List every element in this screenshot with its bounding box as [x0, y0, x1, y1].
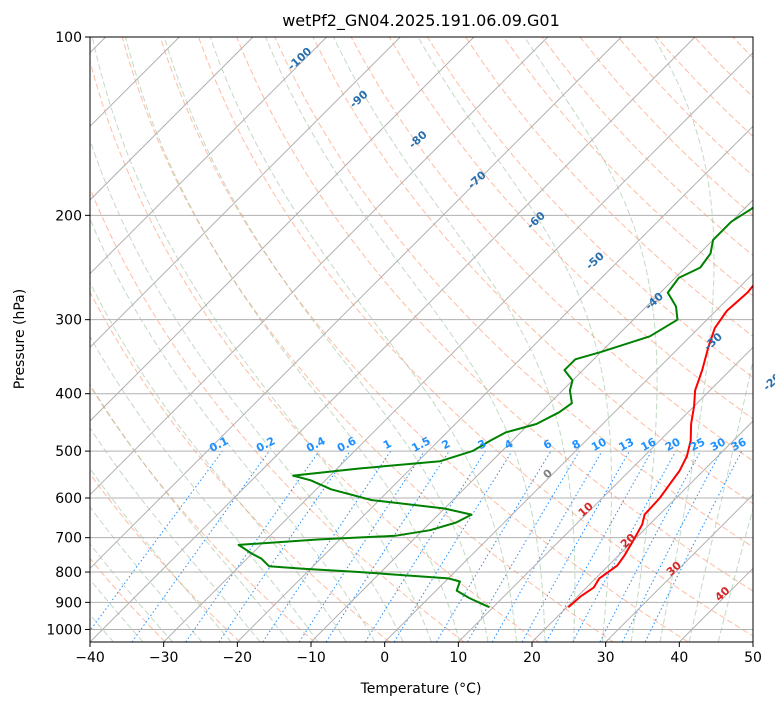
moist-adiabat-line: [91, 37, 432, 642]
moist-adiabat-line: [332, 37, 576, 642]
y-axis-label: Pressure (hPa): [12, 289, 28, 389]
moist-adiabat-line: [90, 335, 319, 642]
mixing-ratio-label: 20: [663, 435, 683, 454]
axes: −40 −30 −20 −10 0 10 20 30 40 50 100 200 300 400 500 60…: [46, 30, 762, 666]
series-line-temperature: [567, 284, 753, 608]
dry-adiabat-line: [90, 59, 540, 642]
mixing-ratio-line: [393, 450, 513, 642]
moist-adiabat-line: [90, 467, 232, 642]
moist-adiabat-line: [163, 37, 489, 642]
dry-adiabat-line: [274, 37, 753, 548]
moist-adiabat-line: [688, 358, 753, 642]
y-tick-label: 600: [55, 491, 82, 507]
x-tick-label: 10: [449, 650, 467, 666]
x-tick-label: 20: [523, 650, 541, 666]
dry-adiabat-line: [90, 557, 166, 642]
moist-adiabat-line: [90, 506, 203, 642]
mixing-ratio-label: 16: [639, 435, 659, 454]
y-tick-label: 800: [55, 565, 82, 581]
x-tick-label: 50: [744, 650, 762, 666]
dry-adiabat-line: [90, 291, 390, 642]
moist-adiabat-line: [125, 37, 461, 642]
x-tick-label: 40: [670, 650, 688, 666]
isotherm-gridline: [90, 37, 401, 349]
mixing-ratio-line: [298, 450, 425, 642]
mixing-ratio-line: [325, 450, 450, 642]
isotherm-gridline: [90, 37, 549, 496]
x-tick-label: −30: [149, 650, 179, 666]
isotherm-gridline: [90, 37, 254, 201]
moist-adiabat-line: [90, 542, 173, 642]
mixing-ratio-line: [545, 450, 653, 642]
dry-adiabat-line: [90, 472, 241, 642]
isotherm-gridline: [384, 272, 753, 642]
mixing-ratio-line: [131, 450, 270, 642]
mixing-ratio-label: 25: [688, 435, 708, 454]
plot-grid: [90, 37, 753, 642]
x-tick-label: −20: [223, 650, 253, 666]
mixing-ratio-line: [521, 450, 630, 642]
dry-adiabat-line: [90, 186, 465, 642]
mixing-ratio-line: [644, 450, 743, 642]
isotherm-gridline: [90, 37, 475, 422]
mixing-ratio-line: [185, 450, 320, 642]
mixing-ratio-label: 36: [729, 435, 749, 454]
x-tick-label: −10: [296, 650, 326, 666]
moist-adiabat-line: [90, 578, 144, 642]
dry-adiabat-line: [388, 37, 753, 420]
moist-adiabat-line: [653, 37, 715, 642]
isotherm-gridline: [90, 37, 328, 275]
mixing-ratio-label: 30: [708, 435, 728, 454]
moist-adiabat-line: [90, 281, 347, 642]
y-tick-label: 500: [55, 444, 82, 460]
y-tick-label: 100: [55, 30, 82, 46]
moist-adiabat-line: [265, 37, 546, 642]
x-tick-label: 30: [597, 650, 615, 666]
isotherm-gridline: [236, 125, 753, 642]
y-tick-label: 200: [55, 208, 82, 224]
moist-adiabat-line: [90, 427, 261, 642]
x-tick-label: 0: [380, 650, 389, 666]
isotherm-gridline: [163, 51, 753, 642]
isotherm-gridline: [90, 37, 696, 642]
moist-adiabat-line: [417, 37, 612, 642]
plot-frame: [89, 36, 754, 643]
mixing-ratio-label: 13: [617, 435, 637, 454]
mixing-ratio-label: 10: [589, 435, 609, 454]
isotherm-gridline: [457, 346, 753, 642]
dry-adiabat-line: [503, 37, 753, 297]
y-tick-label: 700: [55, 531, 82, 547]
isotherm-gridline: [90, 37, 622, 570]
plot-data: [237, 206, 753, 609]
moist-adiabat-line: [90, 217, 376, 642]
moist-adiabat-line: [524, 37, 658, 642]
mixing-ratio-line: [90, 450, 223, 632]
dry-adiabat-line: [90, 384, 316, 642]
moist-adiabat-line: [90, 383, 290, 642]
isotherm-gridline: [605, 493, 753, 642]
y-tick-label: 300: [55, 313, 82, 329]
isotherm-gridline: [310, 199, 753, 642]
dry-adiabat-line: [236, 37, 753, 592]
chart-title: wetPf2_GN04.2025.191.06.09.G01: [282, 11, 560, 31]
y-tick-label: 1000: [46, 622, 82, 638]
y-tick-label: 400: [55, 387, 82, 403]
moist-adiabat-line: [90, 138, 404, 642]
mixing-ratio-line: [572, 450, 677, 642]
series-line-dewpoint: [237, 206, 753, 609]
y-tick-label: 900: [55, 595, 82, 611]
x-tick-label: −40: [75, 650, 105, 666]
dry-adiabat-line: [350, 37, 753, 462]
mixing-ratio-line: [262, 450, 392, 642]
dry-adiabat-line: [312, 37, 753, 505]
moist-adiabat-line: [209, 37, 517, 642]
mixing-ratio-line: [218, 450, 351, 642]
x-axis-label: Temperature (°C): [360, 681, 482, 697]
dry-adiabat-line: [465, 37, 753, 338]
